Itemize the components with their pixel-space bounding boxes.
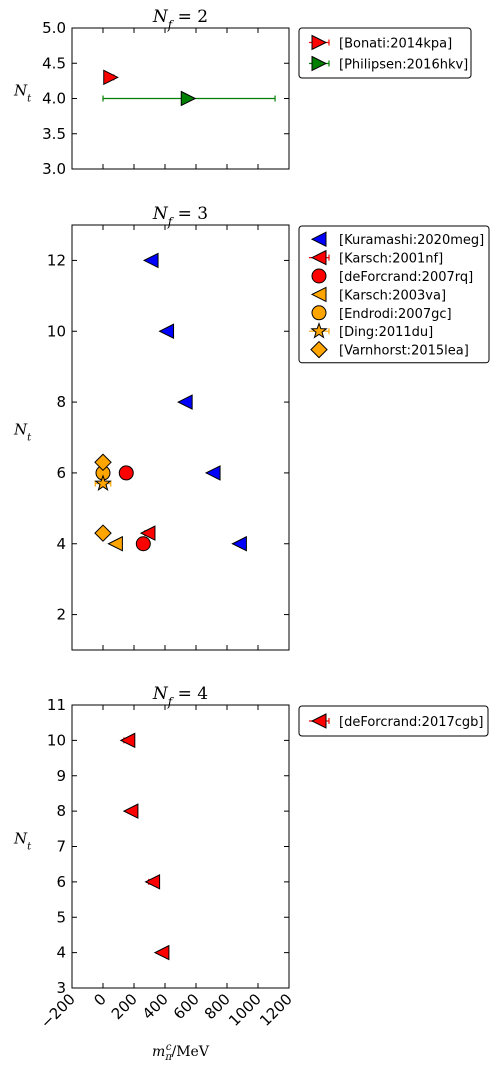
data-point [144, 874, 161, 890]
y-tick-label: 4.0 [42, 90, 66, 108]
legend: [Bonati:2014kpa] [Philipsen:2016hkv] [298, 27, 472, 79]
legend-label: [Varnhorst:2015lea] [339, 344, 469, 359]
legend-marker [311, 268, 327, 284]
series-6 [94, 474, 112, 491]
data-point [122, 803, 139, 819]
legend-label: [Ding:2011du] [339, 325, 433, 340]
data-point [139, 525, 156, 541]
legend-marker [311, 305, 327, 321]
legend-label: [Kuramashi:2020meg] [339, 233, 484, 248]
data-point [204, 465, 221, 481]
y-tick-label: 2 [56, 606, 66, 624]
data-point [142, 252, 159, 269]
legend-box [298, 705, 489, 737]
y-tick-label: 5 [56, 908, 66, 926]
legend-label: [Bonati:2014kpa] [339, 37, 452, 52]
y-tick-label: 4 [56, 944, 66, 962]
data-point [103, 69, 119, 86]
legend-marker [310, 231, 327, 248]
data-point [94, 524, 112, 542]
x-axis-label: mπc/MeV [152, 1042, 210, 1063]
x-tick-label: 600 [170, 990, 203, 1023]
chart-title: Nf = 4 [152, 684, 208, 709]
series-7 [94, 453, 112, 542]
legend-marker [310, 713, 327, 729]
y-tick-label: 4 [56, 535, 66, 553]
series-3 [118, 465, 151, 552]
legend-label: [Karsch:2003va] [339, 288, 446, 303]
series-2 [139, 525, 156, 541]
y-axis-label: Nt [13, 82, 32, 105]
x-tick-label: 0 [90, 990, 109, 1009]
series-1 [142, 252, 247, 552]
data-point [158, 323, 175, 340]
legend: [deForcrand:2017cgb] [298, 705, 489, 737]
y-tick-label: 8 [56, 393, 66, 411]
legend-marker [310, 322, 328, 339]
x-tick-label: 400 [139, 990, 172, 1023]
y-tick-label: 8 [56, 802, 66, 820]
data-point [177, 394, 193, 410]
legend-marker [310, 286, 327, 303]
y-tick-label: 3 [56, 979, 66, 997]
legend-marker [311, 34, 328, 51]
data-point [94, 453, 112, 472]
chart-panel-1: 3.03.54.04.55.0Nf = 2Nt[Bonati:2014kpa][… [13, 7, 472, 178]
x-tick-label: 1000 [225, 990, 265, 1030]
plot-area [71, 224, 290, 651]
y-tick-label: 7 [56, 838, 66, 856]
legend-label: [deForcrand:2017cgb] [339, 715, 484, 730]
legend-marker [310, 249, 327, 266]
chart-title: Nf = 3 [152, 204, 208, 229]
data-point [119, 732, 136, 749]
y-axis-label: Nt [13, 421, 32, 444]
series-4 [107, 535, 123, 552]
legend-label: [Endrodi:2007gc] [339, 307, 452, 322]
x-tick-label: 1200 [256, 990, 296, 1030]
data-point [107, 535, 123, 552]
data-point [118, 465, 134, 481]
legend-box [298, 27, 472, 79]
y-tick-label: 6 [56, 464, 66, 482]
data-point [135, 536, 151, 552]
y-tick-label: 4.5 [42, 54, 66, 72]
y-axis-label: Nt [13, 830, 32, 853]
series-1 [103, 69, 119, 86]
legend-label: [Philipsen:2016hkv] [339, 58, 468, 73]
chart-panel-2: 2 4 6 8 10 12 Nf = 3 Nt [Kuramashi:2020meg] [Kars… [13, 204, 490, 651]
y-tick-label: 3.5 [42, 125, 66, 143]
y-tick-label: 9 [56, 767, 66, 785]
legend-label: [Karsch:2001nf] [339, 252, 443, 267]
y-tick-label: 3.0 [42, 160, 66, 178]
y-tick-label: 11 [47, 696, 66, 714]
legend-box [298, 225, 490, 364]
series-2 [102, 90, 276, 107]
legend: [Kuramashi:2020meg] [Karsch:2001nf] [deFor… [298, 225, 490, 364]
x-tick-label: 200 [108, 990, 141, 1023]
legend-label: [deForcrand:2007rq] [339, 270, 473, 285]
legend-marker [311, 55, 328, 72]
series-1 [119, 732, 170, 961]
data-point [94, 474, 112, 491]
y-tick-label: 6 [56, 873, 66, 891]
y-tick-label: 10 [47, 322, 66, 340]
data-point [153, 944, 170, 961]
y-tick-label: 5.0 [42, 19, 66, 37]
y-tick-label: 10 [47, 731, 66, 749]
plot-area [71, 704, 290, 989]
y-tick-label: 12 [47, 251, 66, 269]
chart-title: Nf = 2 [152, 7, 208, 32]
data-point [180, 90, 197, 107]
data-point [231, 535, 247, 552]
legend-marker [310, 340, 328, 359]
